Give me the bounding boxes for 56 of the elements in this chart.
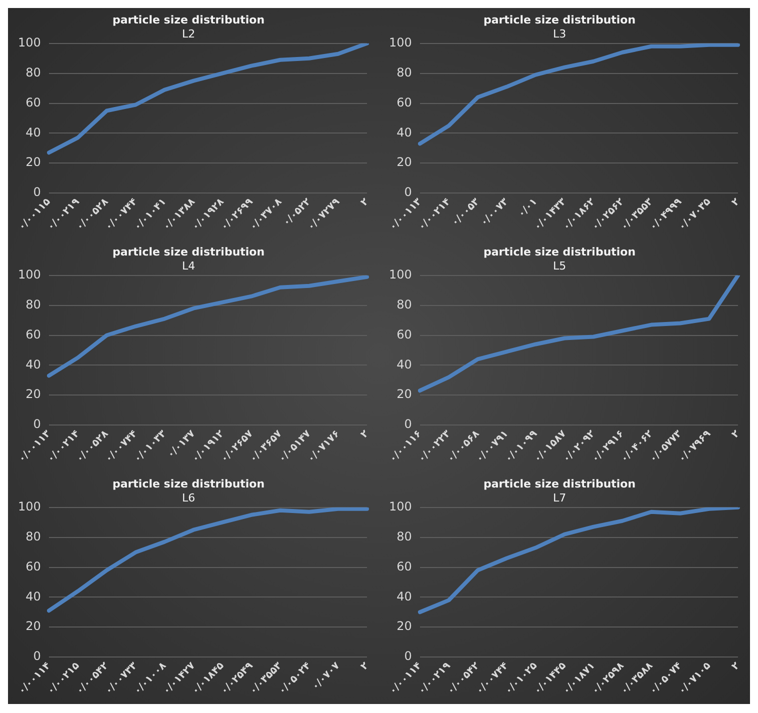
y-tick-label: 40 (396, 357, 412, 372)
y-tick-label: 100 (18, 36, 41, 50)
y-tick-label: 40 (396, 125, 412, 140)
y-tick-label: 0 (33, 185, 41, 200)
x-tick-label: ۲ (730, 428, 742, 441)
y-tick-label: 100 (389, 36, 412, 50)
y-tick-label: 60 (26, 327, 41, 342)
chart-subtitle: L2 (182, 28, 196, 41)
y-tick-label: 80 (396, 65, 412, 80)
y-tick-label: 100 (18, 500, 41, 514)
y-tick-label: 20 (26, 619, 41, 634)
y-tick-label: 80 (396, 529, 412, 544)
chart-subtitle: L4 (182, 260, 196, 273)
chart-title: particle size distribution (483, 477, 636, 490)
y-tick-label: 40 (26, 357, 41, 372)
y-tick-label: 20 (396, 387, 412, 402)
y-tick-label: 100 (389, 500, 412, 514)
y-tick-label: 20 (396, 619, 412, 634)
y-tick-label: 0 (404, 185, 412, 200)
chart-title: particle size distribution (112, 477, 265, 490)
y-tick-label: 100 (389, 268, 412, 282)
y-tick-label: 40 (396, 589, 412, 604)
y-tick-label: 60 (396, 95, 412, 110)
y-tick-label: 0 (33, 649, 41, 664)
chart-title: particle size distribution (112, 245, 265, 258)
y-tick-label: 80 (26, 65, 41, 80)
y-tick-label: 60 (396, 559, 412, 574)
chart-subtitle: L7 (552, 492, 566, 505)
chart-title: particle size distribution (483, 245, 636, 258)
chart-subtitle: L6 (182, 492, 196, 505)
x-tick-label: ۲ (730, 660, 742, 673)
x-tick-label: ۲ (358, 196, 371, 209)
y-tick-label: 0 (404, 417, 412, 432)
y-tick-label: 100 (18, 268, 41, 282)
y-tick-label: 40 (26, 589, 41, 604)
y-tick-label: 60 (396, 327, 412, 342)
y-tick-label: 20 (26, 387, 41, 402)
y-tick-label: 80 (26, 529, 41, 544)
y-tick-label: 80 (396, 297, 412, 312)
y-tick-label: 40 (26, 125, 41, 140)
chart-title: particle size distribution (112, 13, 265, 26)
y-tick-label: 0 (404, 649, 412, 664)
x-tick-label: ۰/۰۷۰۷ (310, 660, 342, 692)
chart-subtitle: L3 (552, 28, 566, 41)
x-tick-label: ۲ (358, 428, 371, 441)
chart-subtitle: L5 (552, 260, 566, 273)
y-tick-label: 60 (26, 95, 41, 110)
x-tick-label: ۲ (358, 660, 371, 673)
y-tick-label: 0 (33, 417, 41, 432)
chart-title: particle size distribution (483, 13, 636, 26)
y-tick-label: 20 (26, 155, 41, 170)
x-tick-label: ۲ (730, 196, 742, 209)
y-tick-label: 80 (26, 297, 41, 312)
y-tick-label: 20 (396, 155, 412, 170)
y-tick-label: 60 (26, 559, 41, 574)
x-tick-label: ۰/۰۱ (516, 196, 540, 220)
